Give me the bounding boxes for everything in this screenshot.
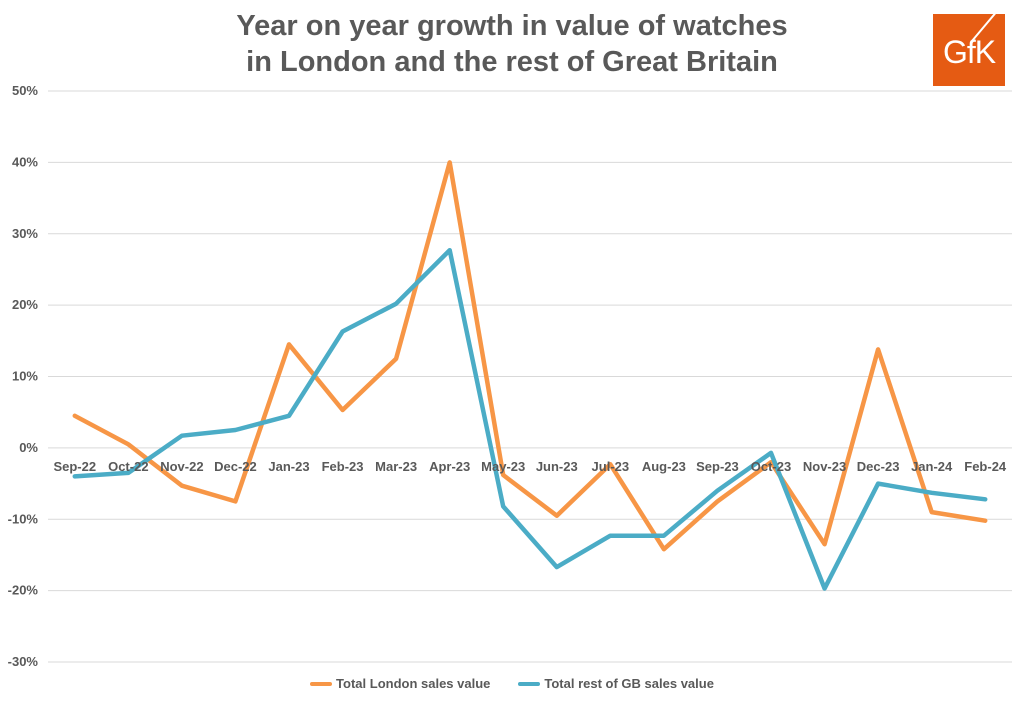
x-tick-label: Nov-22: [160, 459, 203, 474]
x-axis-ticks: Sep-22 Oct-22 Nov-22 Dec-22 Jan-23 Feb-23 Mar-…: [53, 459, 1006, 474]
gfk-logo: GfK: [933, 14, 1005, 86]
x-tick-label: Aug-23: [642, 459, 686, 474]
x-tick-label: Apr-23: [429, 459, 470, 474]
legend-item-london: Total London sales value: [310, 676, 490, 691]
series-line-1: [72, 247, 988, 591]
x-tick-label: Jun-23: [536, 459, 578, 474]
grid-lines: [48, 90, 1012, 663]
x-tick-label: Sep-22: [53, 459, 96, 474]
legend: Total London sales value Total rest of G…: [0, 676, 1024, 691]
x-tick-label: Dec-23: [857, 459, 900, 474]
x-tick-label: Mar-23: [375, 459, 417, 474]
x-tick-label: Dec-22: [214, 459, 257, 474]
legend-swatch-london: [310, 681, 333, 686]
y-tick-label: 0%: [19, 440, 38, 455]
x-tick-label: Feb-23: [322, 459, 364, 474]
x-tick-label: Oct-23: [751, 459, 791, 474]
x-tick-label: Jan-24: [911, 459, 953, 474]
y-axis-ticks: 50% 40% 30% 20% 10% 0% -10% -20% -30%: [8, 83, 39, 669]
x-tick-label: Sep-23: [696, 459, 739, 474]
y-tick-label: 40%: [12, 154, 38, 169]
chart-title-line2: in London and the rest of Great Britain: [246, 46, 778, 78]
y-tick-label: 50%: [12, 83, 38, 98]
chart-title-line1: Year on year growth in value of watches: [236, 10, 788, 42]
y-tick-label: 30%: [12, 226, 38, 241]
legend-label-rest-of-gb: Total rest of GB sales value: [544, 676, 714, 691]
series-lines: [72, 160, 988, 591]
legend-label-london: Total London sales value: [336, 676, 491, 691]
x-tick-label: Oct-22: [108, 459, 148, 474]
logo-text: GfK: [942, 34, 996, 70]
y-tick-label: 10%: [12, 369, 38, 384]
series-line-0: [72, 160, 988, 552]
legend-item-rest-of-gb: Total rest of GB sales value: [518, 676, 714, 691]
y-tick-label: -30%: [8, 654, 39, 669]
x-tick-label: Jan-23: [268, 459, 309, 474]
x-tick-label: Feb-24: [964, 459, 1007, 474]
y-tick-label: -10%: [8, 511, 39, 526]
x-tick-label: Nov-23: [803, 459, 846, 474]
x-tick-label: May-23: [481, 459, 525, 474]
legend-swatch-rest-of-gb: [518, 681, 541, 686]
y-tick-label: 20%: [12, 297, 38, 312]
y-tick-label: -20%: [8, 583, 39, 598]
x-tick-label: Jul-23: [592, 459, 630, 474]
